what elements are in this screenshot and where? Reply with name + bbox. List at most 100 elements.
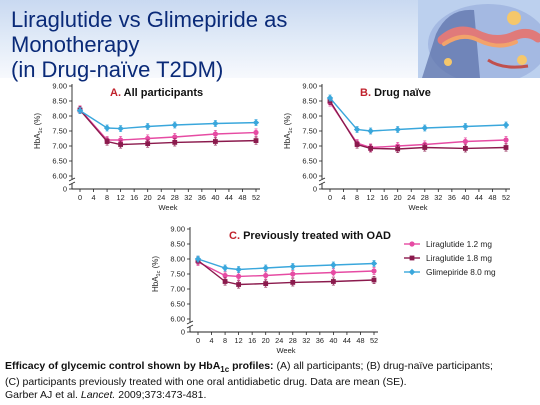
legend: Liraglutide 1.2 mg Liraglutide 1.8 mg Glim… xyxy=(404,239,496,277)
data-point xyxy=(222,279,228,284)
data-point xyxy=(212,139,218,144)
y-tick-label: 7.00 xyxy=(302,142,317,151)
data-point xyxy=(172,140,178,145)
data-point xyxy=(367,127,374,135)
y-tick-label: 6.50 xyxy=(52,157,67,166)
legend-marker xyxy=(409,241,415,247)
data-point xyxy=(394,126,401,133)
pancreas-illustration xyxy=(418,0,540,78)
x-axis-label: Week xyxy=(276,346,295,355)
x-tick-label: 44 xyxy=(225,193,233,202)
x-tick-label: 20 xyxy=(144,193,152,202)
x-tick-label: 28 xyxy=(421,193,429,202)
data-point xyxy=(212,120,219,127)
x-tick-label: 48 xyxy=(238,193,246,202)
x-tick-label: 4 xyxy=(92,193,96,202)
x-tick-label: 44 xyxy=(475,193,483,202)
caption-bold-b: profiles: xyxy=(229,360,274,372)
y-tick-label: 7.50 xyxy=(52,127,67,136)
y-tick-label: 9.00 xyxy=(170,225,185,234)
y-tick-label: 9.00 xyxy=(302,82,317,91)
x-tick-label: 52 xyxy=(502,193,510,202)
x-tick-label: 28 xyxy=(171,193,179,202)
y-axis-label: HbA1c (%) xyxy=(33,113,44,149)
data-point xyxy=(76,107,84,114)
data-point xyxy=(370,260,378,267)
x-tick-label: 52 xyxy=(370,336,378,345)
data-point xyxy=(326,94,334,102)
y-axis-label: HbA1c (%) xyxy=(283,113,294,149)
panel-title: B. Drug naïve xyxy=(360,87,431,99)
y-tick-label: 7.00 xyxy=(52,142,67,151)
data-point xyxy=(462,138,468,145)
citation-journal: Lancet. xyxy=(80,389,116,401)
y-tick-label: 0 xyxy=(313,185,317,194)
x-tick-label: 20 xyxy=(262,336,270,345)
x-tick-label: 24 xyxy=(157,193,165,202)
slide-title-line-1: Liraglutide vs Glimepiride as Monotherap… xyxy=(11,7,288,57)
x-tick-label: 36 xyxy=(448,193,456,202)
x-tick-label: 28 xyxy=(289,336,297,345)
y-tick-label: 6.50 xyxy=(170,300,185,309)
x-tick-label: 36 xyxy=(316,336,324,345)
x-axis-label: Week xyxy=(158,203,177,212)
y-tick-label: 7.00 xyxy=(170,285,185,294)
x-tick-label: 16 xyxy=(248,336,256,345)
data-point xyxy=(330,279,336,284)
data-point xyxy=(118,137,124,143)
y-axis-break xyxy=(68,181,76,186)
caption-bold-sub: 1c xyxy=(220,365,230,375)
x-tick-label: 8 xyxy=(105,193,109,202)
x-tick-label: 8 xyxy=(223,336,227,345)
x-tick-label: 8 xyxy=(355,193,359,202)
x-tick-label: 40 xyxy=(329,336,337,345)
legend-label: Liraglutide 1.2 mg xyxy=(426,239,492,249)
slide-title-line-2: (in Drug-naïve T2DM) xyxy=(11,57,224,82)
panel-title: C. Previously treated with OAD xyxy=(229,230,391,242)
x-tick-label: 24 xyxy=(407,193,415,202)
data-point xyxy=(503,145,509,150)
caption-line-2: (C) participants previously treated with… xyxy=(5,376,407,389)
data-point xyxy=(421,124,428,132)
data-point xyxy=(330,269,336,276)
legend-marker xyxy=(408,268,416,276)
x-tick-label: 12 xyxy=(117,193,125,202)
x-tick-label: 16 xyxy=(380,193,388,202)
data-point xyxy=(221,264,229,272)
data-point xyxy=(144,123,151,130)
x-tick-label: 40 xyxy=(461,193,469,202)
x-tick-label: 4 xyxy=(210,336,214,345)
x-tick-label: 36 xyxy=(198,193,206,202)
y-tick-label: 0 xyxy=(63,185,67,194)
data-point xyxy=(502,121,510,129)
data-point xyxy=(212,131,218,137)
data-point xyxy=(395,146,401,152)
x-tick-label: 24 xyxy=(275,336,283,345)
y-tick-label: 8.50 xyxy=(170,240,185,249)
data-point xyxy=(462,123,469,130)
y-axis-break xyxy=(186,320,194,325)
y-axis-break xyxy=(318,181,326,186)
x-tick-label: 52 xyxy=(252,193,260,202)
y-tick-label: 8.50 xyxy=(52,97,67,106)
x-tick-label: 0 xyxy=(196,336,200,345)
y-tick-label: 6.50 xyxy=(302,157,317,166)
x-tick-label: 44 xyxy=(343,336,351,345)
data-point xyxy=(253,129,259,136)
x-axis-label: Week xyxy=(408,203,427,212)
x-tick-label: 4 xyxy=(342,193,346,202)
y-tick-label: 7.50 xyxy=(170,270,185,279)
y-axis-label: HbA1c (%) xyxy=(151,256,162,292)
caption-rest-line-1: (A) all participants; (B) drug-naïve par… xyxy=(273,360,493,372)
x-tick-label: 32 xyxy=(184,193,192,202)
slide-title: Liraglutide vs Glimepiride as Monotherap… xyxy=(11,7,411,82)
data-point xyxy=(118,142,124,147)
data-point xyxy=(172,134,178,140)
series-line xyxy=(329,97,507,132)
y-tick-label: 8.00 xyxy=(302,112,317,121)
y-tick-label: 6.00 xyxy=(170,315,185,324)
data-point xyxy=(235,266,242,273)
legend-label: Glimepiride 8.0 mg xyxy=(426,267,496,277)
data-point xyxy=(290,280,296,285)
